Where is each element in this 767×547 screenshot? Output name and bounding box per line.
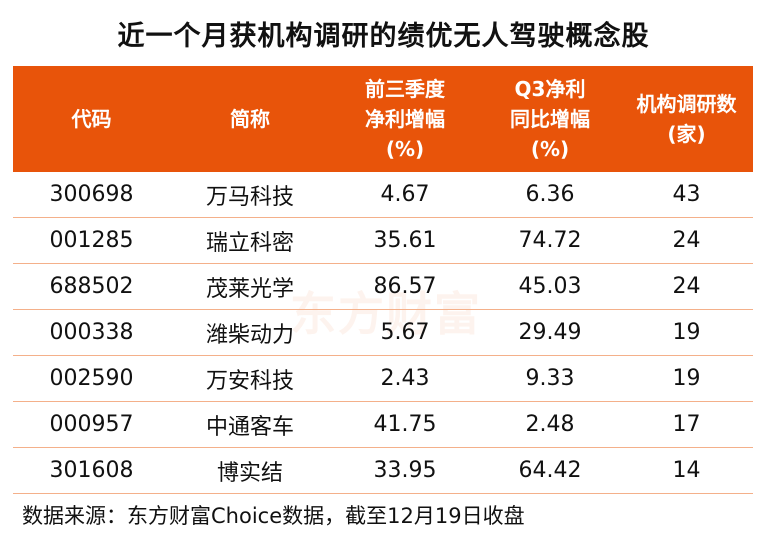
table-cell: 29.49	[480, 309, 620, 356]
table-cell: 中通客车	[170, 401, 330, 448]
column-header: 前三季度 净利增幅 (%)	[330, 66, 480, 172]
header-row: 代码 简称 前三季度 净利增幅 (%) Q3净利 同比增幅 (%) 机构调研数 (家)	[13, 66, 753, 172]
table-cell: 74.72	[480, 217, 620, 264]
table-cell: 002590	[13, 355, 170, 402]
table-cell: 001285	[13, 217, 170, 264]
table-cell: 2.48	[480, 401, 620, 448]
table-cell: 43	[620, 172, 753, 218]
data-table: 代码 简称 前三季度 净利增幅 (%) Q3净利 同比增幅 (%) 机构调研数 (家) …	[13, 66, 753, 494]
page-title: 近一个月获机构调研的绩优无人驾驶概念股	[117, 21, 650, 52]
table-cell: 19	[620, 355, 753, 402]
table-cell: 64.42	[480, 447, 620, 494]
table-cell: 19	[620, 309, 753, 356]
table-cell: 000957	[13, 401, 170, 448]
table-cell: 万马科技	[170, 172, 330, 218]
column-header: 代码	[13, 66, 170, 172]
table-cell: 688502	[13, 263, 170, 310]
table-cell: 35.61	[330, 217, 480, 264]
table-cell: 万安科技	[170, 355, 330, 402]
table-cell: 2.43	[330, 355, 480, 402]
table-row: 301608 博实结 33.95 64.42 14	[13, 447, 753, 494]
table-cell: 4.67	[330, 172, 480, 218]
table-cell: 24	[620, 263, 753, 310]
table-cell: 301608	[13, 447, 170, 494]
table-cell: 33.95	[330, 447, 480, 494]
column-header: 机构调研数 (家)	[620, 66, 753, 172]
table-cell: 瑞立科密	[170, 217, 330, 264]
table-row: 688502 茂莱光学 86.57 45.03 24	[13, 263, 753, 310]
table-row: 000957 中通客车 41.75 2.48 17	[13, 401, 753, 448]
source-note: 数据来源：东方财富Choice数据，截至12月19日收盘	[22, 504, 525, 528]
table-cell: 博实结	[170, 447, 330, 494]
table-row: 300698 万马科技 4.67 6.36 43	[13, 172, 753, 218]
table-cell: 5.67	[330, 309, 480, 356]
column-header: Q3净利 同比增幅 (%)	[480, 66, 620, 172]
column-header: 简称	[170, 66, 330, 172]
table-cell: 000338	[13, 309, 170, 356]
table-cell: 17	[620, 401, 753, 448]
table-row: 002590 万安科技 2.43 9.33 19	[13, 355, 753, 402]
table-cell: 潍柴动力	[170, 309, 330, 356]
table-cell: 9.33	[480, 355, 620, 402]
table-cell: 6.36	[480, 172, 620, 218]
table-cell: 24	[620, 217, 753, 264]
table-cell: 14	[620, 447, 753, 494]
table-row: 000338 潍柴动力 5.67 29.49 19	[13, 309, 753, 356]
table-cell: 41.75	[330, 401, 480, 448]
table-row: 001285 瑞立科密 35.61 74.72 24	[13, 217, 753, 264]
table-cell: 45.03	[480, 263, 620, 310]
table-cell: 茂莱光学	[170, 263, 330, 310]
table-cell: 86.57	[330, 263, 480, 310]
table-cell: 300698	[13, 172, 170, 218]
